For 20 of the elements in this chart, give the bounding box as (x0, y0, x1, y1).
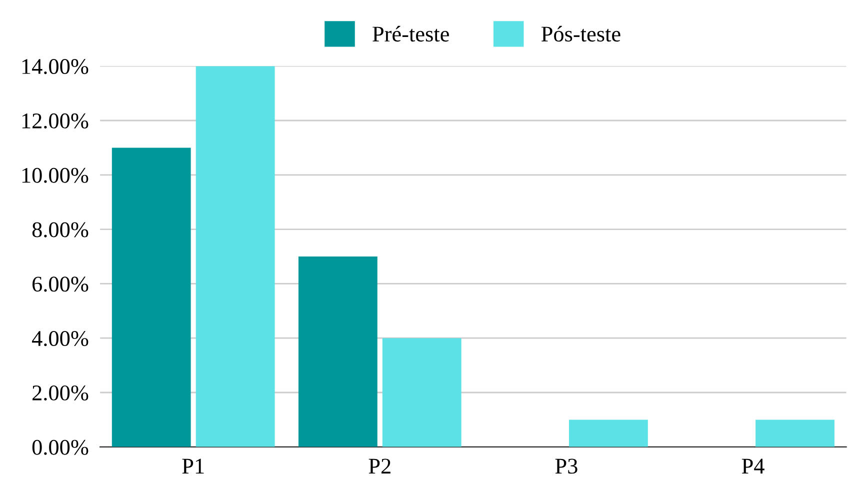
bar (196, 66, 275, 447)
y-tick-label: 2.00% (32, 385, 88, 401)
x-tick-label: P3 (555, 458, 578, 474)
x-tick-label: P2 (368, 458, 390, 474)
bar (756, 420, 834, 447)
legend-label: Pós-teste (541, 26, 620, 42)
y-tick-label: 12.00% (22, 113, 88, 129)
y-tick-label: 14.00% (22, 59, 88, 74)
y-tick-label: 8.00% (32, 222, 88, 238)
y-tick-label: 4.00% (32, 331, 88, 346)
y-tick-label: 0.00% (32, 440, 88, 455)
bar (382, 338, 462, 447)
legend-label: Pré-teste (372, 26, 449, 42)
bar (568, 420, 648, 447)
bar (112, 148, 191, 447)
y-tick-label: 6.00% (32, 276, 88, 292)
x-tick-label: P1 (182, 458, 204, 474)
bar (298, 256, 378, 447)
x-tick-label: P4 (742, 458, 764, 474)
y-tick-label: 10.00% (22, 168, 88, 183)
